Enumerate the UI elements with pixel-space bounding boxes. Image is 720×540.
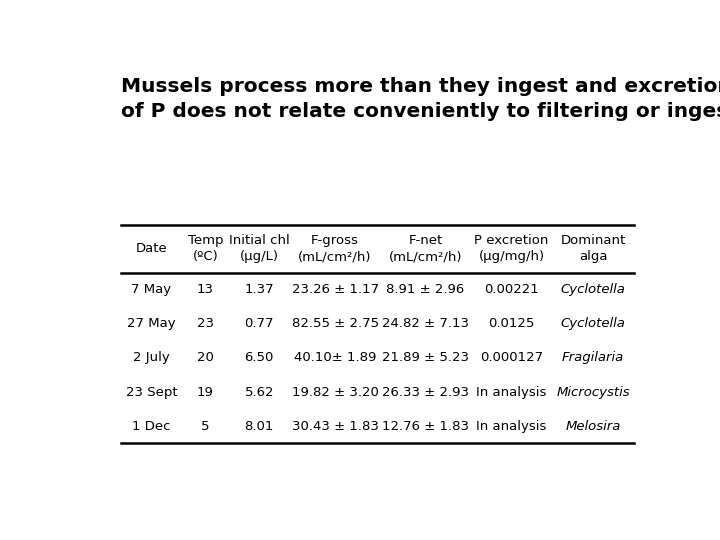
Text: In analysis: In analysis <box>477 420 546 433</box>
Text: P excretion
(μg/mg/h): P excretion (μg/mg/h) <box>474 234 549 264</box>
Text: 27 May: 27 May <box>127 318 176 330</box>
Text: Cyclotella: Cyclotella <box>561 318 626 330</box>
Text: 6.50: 6.50 <box>245 352 274 365</box>
Text: 30.43 ± 1.83: 30.43 ± 1.83 <box>292 420 379 433</box>
Text: 19.82 ± 3.20: 19.82 ± 3.20 <box>292 386 379 399</box>
Text: 7 May: 7 May <box>131 284 171 296</box>
Text: 8.01: 8.01 <box>245 420 274 433</box>
Text: In analysis: In analysis <box>477 386 546 399</box>
Text: 21.89 ± 5.23: 21.89 ± 5.23 <box>382 352 469 365</box>
Text: 0.77: 0.77 <box>245 318 274 330</box>
Text: Melosira: Melosira <box>565 420 621 433</box>
Text: 13: 13 <box>197 284 214 296</box>
Text: 0.0125: 0.0125 <box>488 318 535 330</box>
Text: 82.55 ± 2.75: 82.55 ± 2.75 <box>292 318 379 330</box>
Text: Cyclotella: Cyclotella <box>561 284 626 296</box>
Text: Microcystis: Microcystis <box>557 386 630 399</box>
Text: 23: 23 <box>197 318 214 330</box>
Text: 0.00221: 0.00221 <box>484 284 539 296</box>
Text: 1 Dec: 1 Dec <box>132 420 171 433</box>
Text: 2 July: 2 July <box>133 352 170 365</box>
Text: 8.91 ± 2.96: 8.91 ± 2.96 <box>387 284 464 296</box>
Text: Fragilaria: Fragilaria <box>562 352 624 365</box>
Text: 20: 20 <box>197 352 214 365</box>
Text: 23.26 ± 1.17: 23.26 ± 1.17 <box>292 284 379 296</box>
Text: 12.76 ± 1.83: 12.76 ± 1.83 <box>382 420 469 433</box>
Text: 5.62: 5.62 <box>245 386 274 399</box>
Text: Date: Date <box>135 242 167 255</box>
Text: F-gross
(mL/cm²/h): F-gross (mL/cm²/h) <box>298 234 372 264</box>
Text: 26.33 ± 2.93: 26.33 ± 2.93 <box>382 386 469 399</box>
Text: F-net
(mL/cm²/h): F-net (mL/cm²/h) <box>389 234 462 264</box>
Text: 40.10± 1.89: 40.10± 1.89 <box>294 352 377 365</box>
Text: 0.000127: 0.000127 <box>480 352 543 365</box>
Text: Initial chl
(μg/L): Initial chl (μg/L) <box>229 234 289 264</box>
Text: Dominant
alga: Dominant alga <box>561 234 626 264</box>
Text: 23 Sept: 23 Sept <box>125 386 177 399</box>
Text: Temp
(ºC): Temp (ºC) <box>187 234 223 264</box>
Text: 1.37: 1.37 <box>244 284 274 296</box>
Text: 24.82 ± 7.13: 24.82 ± 7.13 <box>382 318 469 330</box>
Text: 5: 5 <box>201 420 210 433</box>
Text: 19: 19 <box>197 386 214 399</box>
Text: Mussels process more than they ingest and excretion rate
of P does not relate co: Mussels process more than they ingest an… <box>121 77 720 120</box>
